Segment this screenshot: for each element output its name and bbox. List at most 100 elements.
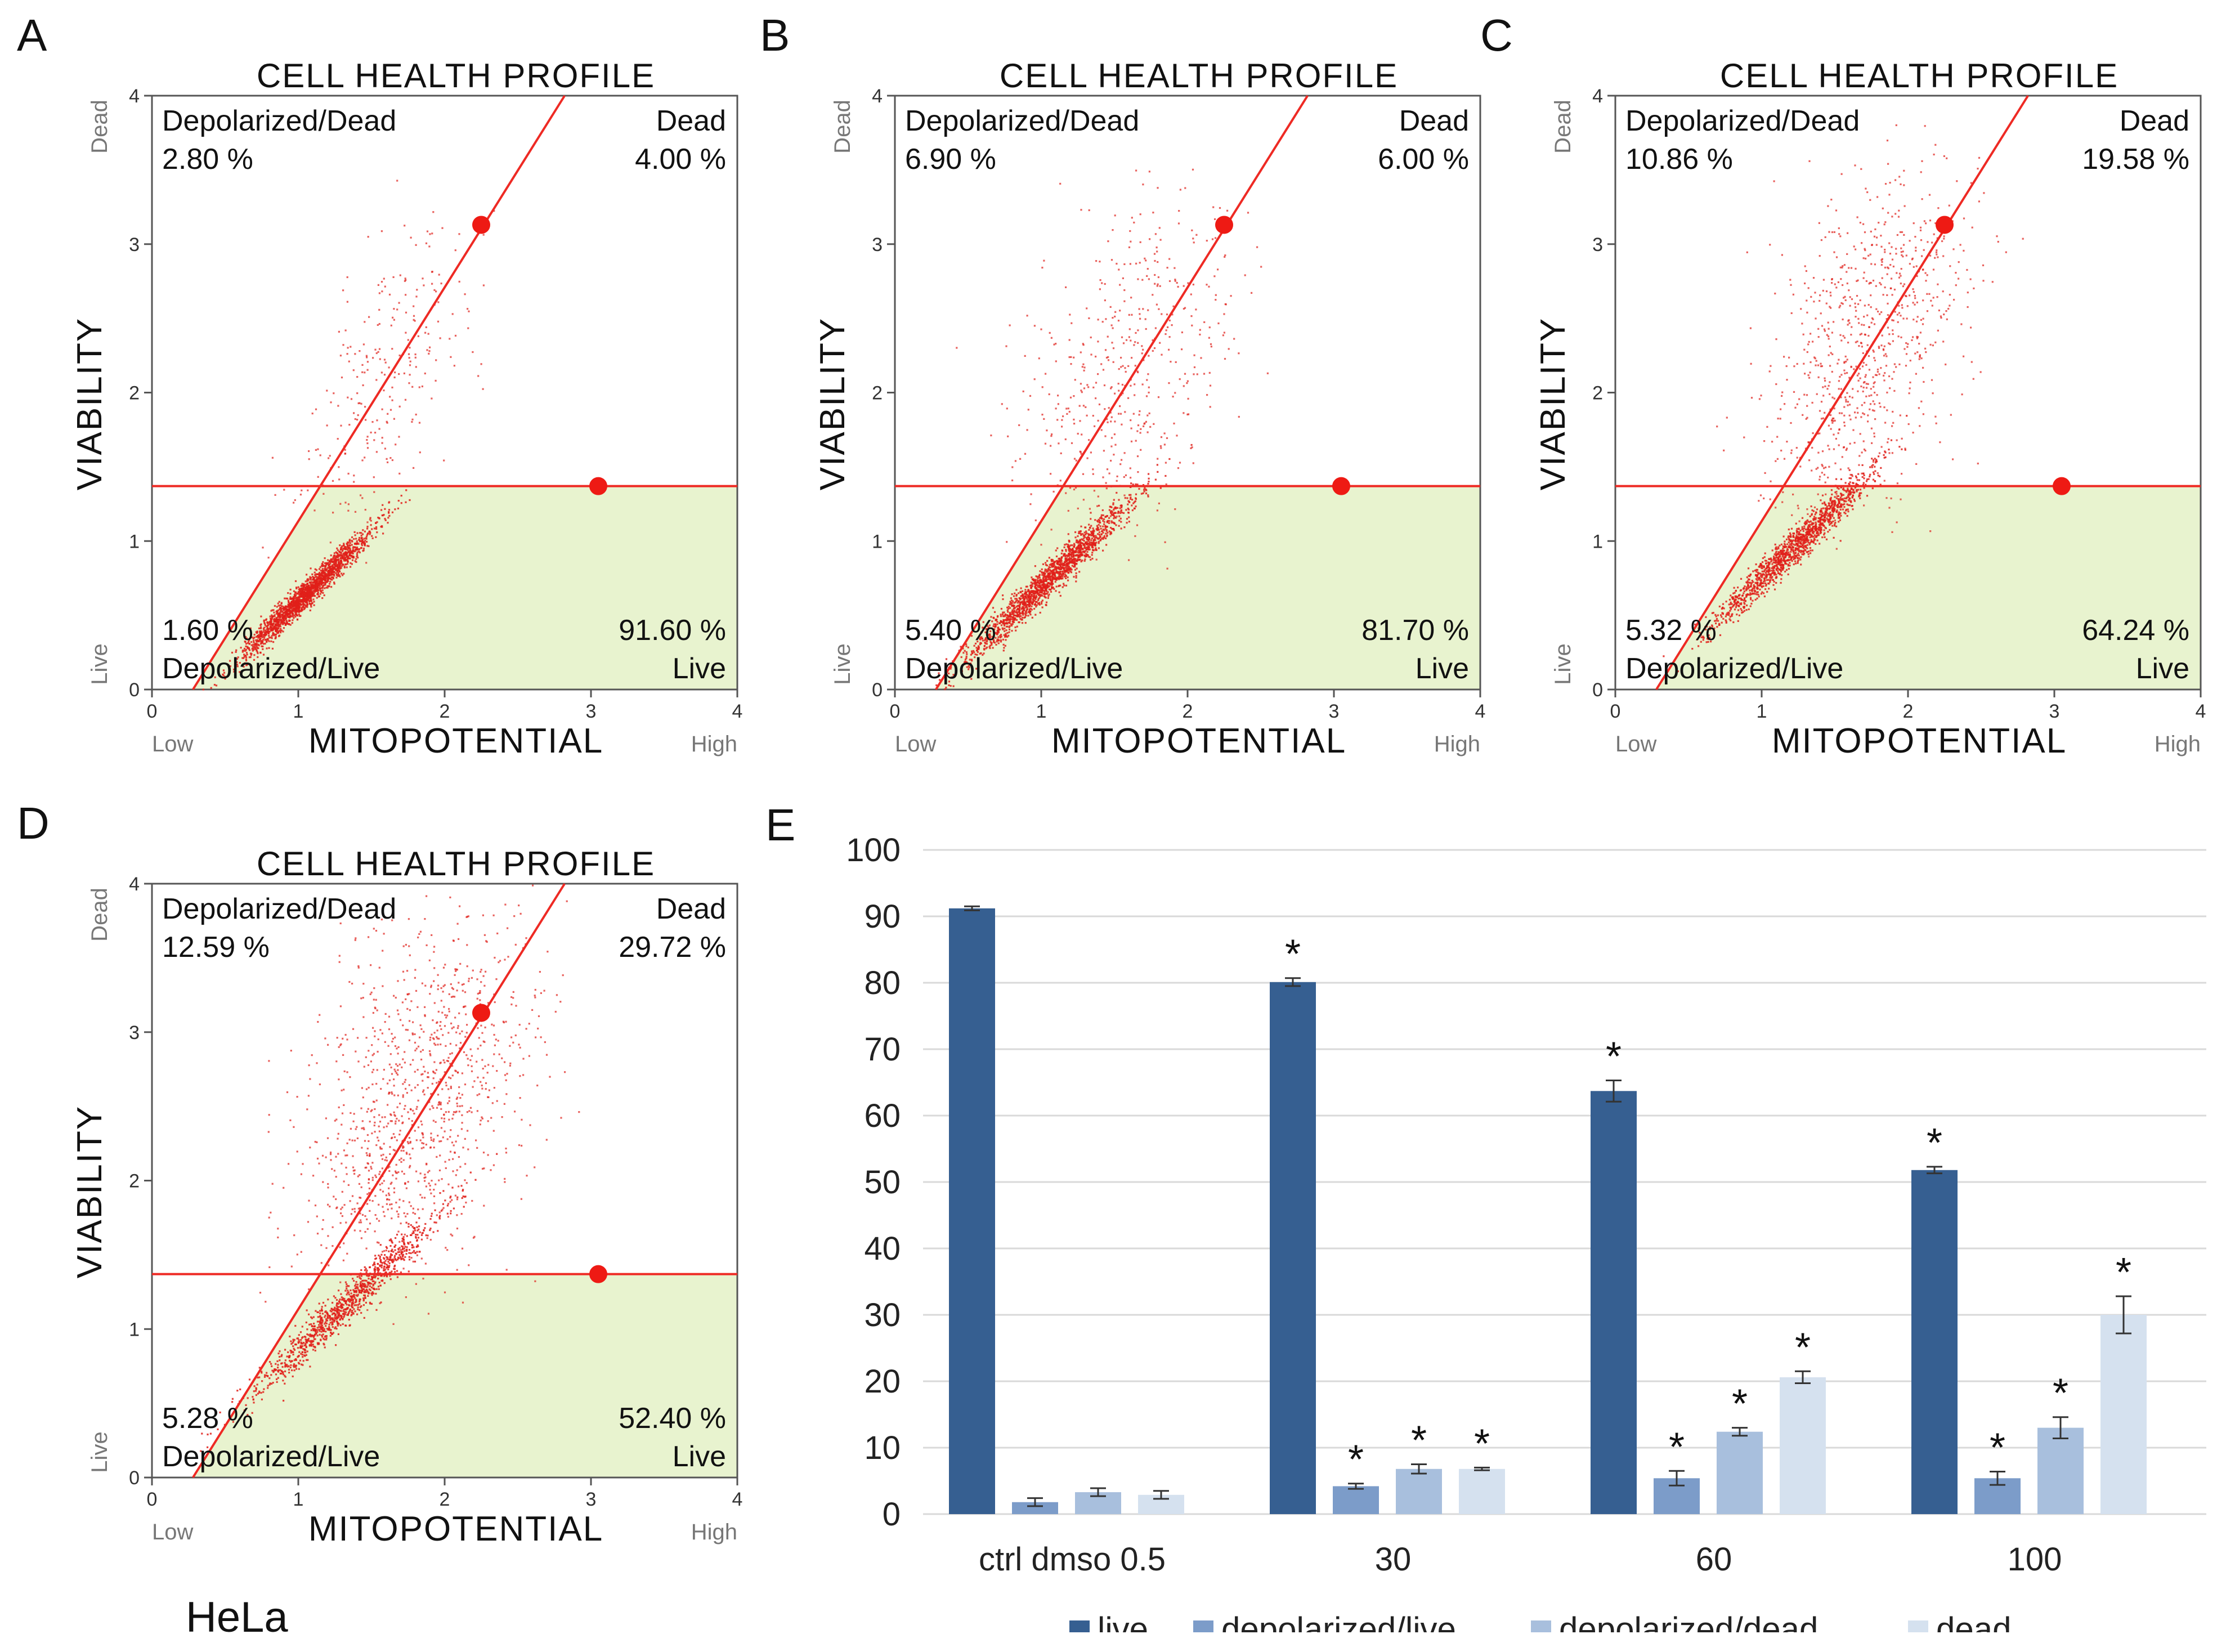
quadrant-label-depolarized-live: Depolarized/Live — [1625, 652, 1843, 685]
error-bar — [1348, 1483, 1364, 1490]
quadrant-value-depolarized-live: 5.32 % — [1625, 614, 1717, 647]
y-tick-label: 10 — [864, 1430, 901, 1466]
x-tick-label: 2 — [440, 701, 450, 722]
cell-events — [1663, 124, 2024, 673]
quadrant-value-live: 52.40 % — [619, 1402, 726, 1435]
quadrant-label-live: Live — [673, 1440, 726, 1473]
x-tick-label: 1 — [293, 701, 304, 722]
panel-title: CELL HEALTH PROFILE — [1720, 57, 2118, 95]
error-bar — [1153, 1490, 1169, 1500]
bar-depolarized-live-1 — [1333, 1486, 1379, 1514]
bar-dead-1 — [1459, 1469, 1505, 1514]
x-tick-label: 1 — [1036, 701, 1047, 722]
mitopotential-gate-line — [192, 883, 566, 1479]
error-bar — [1027, 1497, 1043, 1507]
y-tick-label: 4 — [1592, 86, 1603, 107]
live-gate-region — [935, 486, 1480, 690]
error-bar — [1732, 1427, 1748, 1437]
significance-star: * — [1474, 1421, 1490, 1466]
y-axis-high-label: Dead — [830, 100, 855, 154]
quadrant-label-depolarized-dead: Depolarized/Dead — [905, 105, 1139, 137]
live-gate-region — [192, 486, 737, 690]
legend-swatch — [1908, 1620, 1928, 1632]
x-tick-label: 3 — [1329, 701, 1340, 722]
significance-star: * — [1927, 1121, 1942, 1166]
y-axis-low-label: Live — [1551, 643, 1575, 684]
bar-live-1 — [1270, 982, 1316, 1514]
quadrant-label-dead: Dead — [1399, 105, 1469, 137]
y-tick-label: 90 — [864, 898, 901, 935]
quadrant-label-depolarized-dead: Depolarized/Dead — [162, 105, 396, 137]
significance-star: * — [1606, 1034, 1622, 1079]
y-tick-label: 60 — [864, 1098, 901, 1134]
quadrant-value-live: 91.60 % — [619, 614, 726, 647]
quadrant-value-depolarized-live: 1.60 % — [162, 614, 253, 647]
quadrant-label-dead: Dead — [656, 105, 726, 137]
bar-live-3 — [1911, 1170, 1958, 1514]
gate-handle-diagonal — [472, 1004, 490, 1022]
y-tick-label: 100 — [846, 832, 901, 868]
y-tick-label: 4 — [129, 874, 140, 895]
bar-depolarized-dead-1 — [1396, 1469, 1442, 1514]
panel-letter-a: A — [17, 10, 47, 60]
significance-star: * — [2053, 1371, 2068, 1416]
y-tick-label: 3 — [872, 234, 883, 256]
error-bar — [1474, 1466, 1490, 1471]
legend-label: live — [1098, 1610, 1148, 1632]
mitopotential-gate-line — [1655, 95, 2029, 691]
y-tick-label: 0 — [1592, 679, 1603, 701]
x-tick-label: 3 — [586, 701, 597, 722]
legend-label: depolarized/live — [1221, 1610, 1456, 1632]
gate-handle-horizontal — [2053, 477, 2071, 495]
y-tick-label: 1 — [129, 531, 140, 552]
quadrant-value-live: 64.24 % — [2082, 614, 2189, 647]
legend-swatch — [1069, 1620, 1090, 1632]
quadrant-value-depolarized-live: 5.28 % — [162, 1402, 253, 1435]
y-axis-title: VIABILITY — [1534, 317, 1573, 490]
quadrant-label-depolarized-live: Depolarized/Live — [905, 652, 1123, 685]
significance-star: * — [1795, 1325, 1811, 1370]
x-axis-high-label: High — [2155, 732, 2201, 756]
y-tick-label: 50 — [864, 1164, 901, 1201]
x-tick-label: 3 — [586, 1489, 597, 1510]
quadrant-label-dead: Dead — [656, 893, 726, 925]
gate-handle-diagonal — [1215, 216, 1233, 234]
quadrant-label-live: Live — [673, 652, 726, 685]
y-axis-low-label: Live — [830, 643, 855, 684]
quadrant-value-dead: 4.00 % — [635, 143, 726, 176]
bar-depolarized-live-0 — [1012, 1502, 1058, 1514]
significance-star: * — [1348, 1438, 1364, 1483]
bar-dead-2 — [1780, 1377, 1826, 1514]
panel-letter-e: E — [765, 800, 796, 850]
y-tick-label: 30 — [864, 1297, 901, 1333]
x-tick-label: 1 — [293, 1489, 304, 1510]
bar-live-0 — [949, 908, 995, 1514]
x-axis-high-label: High — [691, 732, 737, 756]
error-bar — [964, 905, 980, 911]
quadrant-value-depolarized-live: 5.40 % — [905, 614, 996, 647]
legend-label: dead — [1936, 1610, 2011, 1632]
gate-handle-horizontal — [589, 1265, 607, 1283]
y-tick-label: 3 — [129, 234, 140, 256]
x-axis-high-label: High — [691, 1520, 737, 1544]
gate-handle-diagonal — [472, 216, 490, 234]
y-tick-label: 4 — [872, 86, 883, 107]
x-tick-label: 2 — [440, 1489, 450, 1510]
x-tick-label: 0 — [1610, 701, 1621, 722]
scatter-panel-a: A CELL HEALTH PROFILE Depolarized/Dead 2.80… — [17, 10, 742, 760]
quadrant-value-depolarized-dead: 2.80 % — [162, 143, 253, 176]
x-axis-title: MITOPOTENTIAL — [1051, 722, 1346, 760]
x-tick-label: 4 — [732, 1489, 743, 1510]
y-tick-label: 80 — [864, 965, 901, 1001]
quadrant-label-depolarized-live: Depolarized/Live — [162, 1440, 380, 1473]
y-tick-label: 20 — [864, 1363, 901, 1400]
x-axis-title: MITOPOTENTIAL — [308, 722, 603, 760]
y-tick-label: 3 — [1592, 234, 1603, 256]
bar-depolarized-dead-3 — [2037, 1427, 2084, 1514]
y-tick-label: 0 — [883, 1496, 901, 1533]
x-category-label: ctrl dmso 0.5 — [979, 1541, 1166, 1578]
y-tick-label: 0 — [129, 1467, 140, 1489]
x-tick-label: 3 — [2049, 701, 2060, 722]
panel-letter-d: D — [17, 798, 50, 848]
error-bar — [2116, 1295, 2131, 1335]
